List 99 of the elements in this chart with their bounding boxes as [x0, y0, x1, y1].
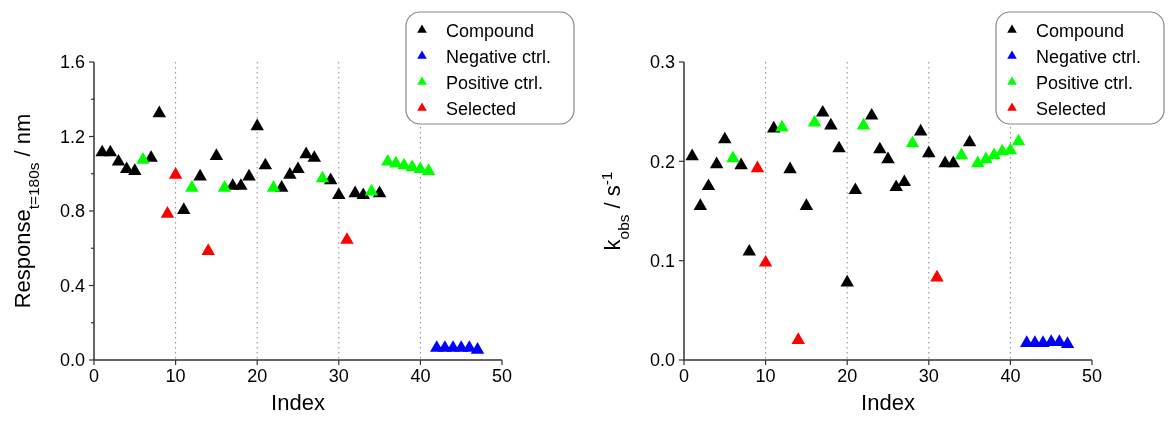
x-tick-label: 0: [88, 366, 100, 386]
x-tick-label: 40: [410, 366, 431, 386]
point: [315, 170, 330, 183]
x-tick-label: 50: [1081, 366, 1103, 386]
y-tick-label: 0.3: [649, 52, 675, 73]
point: [685, 148, 699, 161]
x-tick-label: 30: [918, 366, 939, 386]
y-tick-label: 0.2: [649, 151, 675, 172]
point: [266, 180, 281, 192]
point: [209, 148, 224, 161]
point: [848, 182, 863, 195]
point: [946, 155, 961, 168]
x-axis-title: Index: [271, 390, 325, 415]
point: [470, 342, 485, 354]
point: [160, 206, 175, 218]
y-tick-label: 0.1: [649, 250, 675, 271]
point: [168, 166, 183, 179]
point: [930, 269, 944, 282]
point: [718, 131, 732, 144]
point: [709, 156, 724, 169]
point: [856, 117, 871, 130]
point: [873, 141, 887, 154]
y-tick-label: 0.0: [59, 350, 85, 371]
point: [128, 163, 142, 175]
point: [332, 187, 346, 200]
point: [693, 198, 708, 210]
point: [897, 174, 912, 187]
point: [864, 107, 879, 120]
legend-label: Compound: [1036, 21, 1125, 42]
x-tick-label: 30: [328, 366, 349, 386]
point: [372, 185, 387, 198]
point: [258, 157, 273, 170]
legend-label: Negative ctrl.: [446, 47, 552, 68]
legend-label: Compound: [446, 21, 535, 42]
point: [962, 134, 977, 147]
point: [783, 161, 797, 174]
point: [905, 135, 920, 148]
point: [913, 123, 928, 136]
point: [234, 178, 248, 190]
point: [889, 179, 903, 192]
point: [1011, 133, 1026, 146]
point: [979, 151, 993, 164]
point: [971, 155, 985, 168]
x-tick-label: 20: [247, 366, 268, 386]
point: [283, 166, 297, 179]
point: [250, 118, 264, 131]
point: [356, 187, 371, 200]
point: [111, 153, 126, 166]
point: [340, 232, 354, 244]
point: [364, 183, 379, 196]
y-tick-label: 0.0: [649, 350, 675, 371]
x-tick-label: 10: [165, 366, 186, 386]
point: [750, 160, 765, 173]
point: [421, 163, 436, 175]
point: [136, 152, 150, 164]
point: [922, 145, 936, 158]
point: [103, 144, 118, 157]
point: [775, 119, 789, 132]
point: [799, 198, 814, 210]
y-tick-label: 1.2: [59, 126, 85, 147]
point: [758, 254, 773, 267]
y-tick-label: 0.4: [59, 275, 85, 296]
point: [807, 114, 822, 127]
x-axis-title: Index: [861, 390, 915, 415]
point: [201, 243, 215, 255]
point: [701, 178, 716, 191]
legend-label: Selected: [1036, 99, 1107, 120]
point: [307, 150, 322, 162]
point: [185, 180, 199, 192]
legend-label: Positive ctrl.: [1036, 73, 1134, 94]
point: [832, 140, 846, 153]
legend-label: Positive ctrl.: [446, 73, 544, 94]
x-tick-label: 20: [837, 366, 858, 386]
point: [726, 150, 740, 163]
point: [177, 202, 191, 215]
point: [291, 161, 305, 174]
point: [242, 168, 256, 181]
legend-label: Selected: [446, 99, 517, 120]
x-tick-label: 40: [1000, 366, 1021, 386]
y-tick-label: 0.8: [59, 201, 85, 222]
point: [152, 105, 167, 118]
point: [840, 274, 854, 287]
point: [815, 104, 830, 117]
y-tick-label: 1.6: [59, 52, 85, 73]
x-tick-label: 0: [678, 366, 690, 386]
point: [791, 332, 805, 345]
point: [824, 117, 838, 130]
point: [742, 243, 757, 256]
point: [299, 146, 313, 159]
point: [734, 157, 748, 170]
point: [1060, 336, 1075, 348]
point: [881, 151, 895, 164]
point: [954, 147, 969, 160]
x-tick-label: 50: [491, 366, 513, 386]
point: [193, 168, 207, 181]
point: [987, 147, 1001, 160]
legend-label: Negative ctrl.: [1036, 47, 1142, 68]
x-tick-label: 10: [755, 366, 776, 386]
point: [217, 180, 232, 192]
